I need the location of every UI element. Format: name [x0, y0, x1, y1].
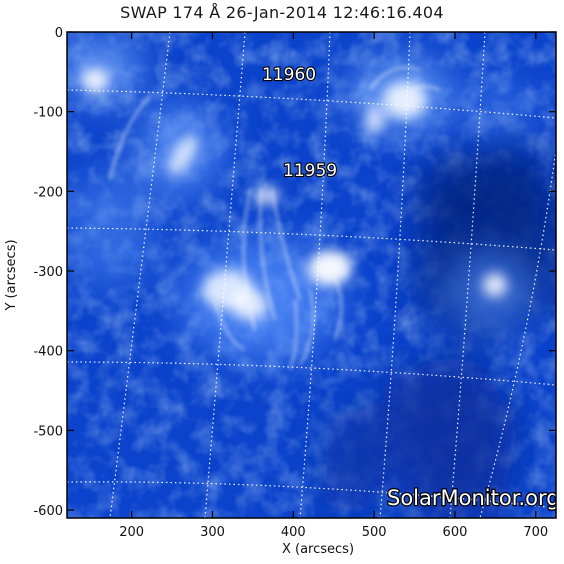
active-region-label: 11960 [262, 65, 316, 85]
watermark: SolarMonitor.org [387, 486, 560, 510]
active-region-label: 11959 [283, 161, 337, 181]
y-tick-label: -400 [33, 345, 63, 360]
y-tick-label: -100 [33, 106, 63, 121]
x-axis-title: X (arcsecs) [282, 542, 354, 557]
x-tick-label: 500 [362, 525, 387, 540]
x-tick-label: 700 [523, 525, 548, 540]
y-tick-label: -500 [33, 424, 63, 439]
x-axis: 200 300 400 500 600 700 [119, 32, 548, 540]
y-axis: 0 -100 -200 -300 -400 -500 -600 [33, 26, 556, 519]
x-tick-label: 600 [443, 525, 468, 540]
y-tick-label: -600 [33, 504, 63, 519]
x-tick-label: 400 [281, 525, 306, 540]
x-tick-label: 200 [119, 525, 144, 540]
plot-frame [66, 31, 557, 519]
y-tick-label: 0 [55, 26, 63, 41]
y-axis-title: Y (arcsecs) [4, 239, 19, 311]
x-tick-label: 300 [200, 525, 225, 540]
euv-image: 11960 11959 SolarMonitor.org [67, 32, 560, 518]
y-tick-label: -200 [33, 185, 63, 200]
y-tick-label: -300 [33, 265, 63, 280]
heliographic-grid [67, 32, 556, 518]
image-title: SWAP 174 Å 26-Jan-2014 12:46:16.404 [120, 3, 444, 22]
